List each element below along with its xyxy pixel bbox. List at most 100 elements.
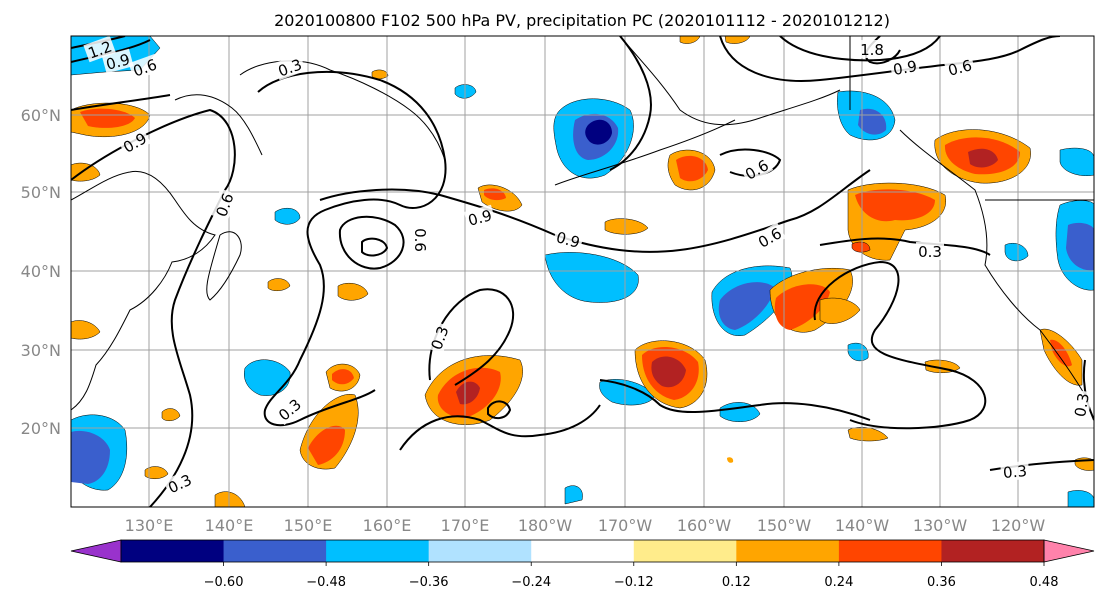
contour-label: 0.3 bbox=[916, 242, 944, 261]
coastline-na-west bbox=[899, 129, 1086, 396]
colorbar-tick-label: 0.24 bbox=[824, 575, 853, 590]
contour-label-text: 0.3 bbox=[1002, 462, 1027, 482]
contour-label: 1.8 bbox=[858, 40, 886, 59]
lon-label: 140°W bbox=[835, 516, 890, 535]
precip-blob-positive bbox=[847, 427, 889, 442]
contour-label-bg bbox=[552, 226, 585, 252]
lon-label: 130°W bbox=[913, 516, 968, 535]
precip-blob-negative bbox=[1059, 147, 1094, 176]
lon-label: 160°E bbox=[363, 516, 412, 535]
contour-label-bg bbox=[425, 321, 453, 354]
contour-label: 0.9 bbox=[552, 226, 585, 252]
colorbar-tick-label: −0.60 bbox=[204, 575, 244, 590]
colorbar-segment bbox=[121, 540, 225, 562]
precip-blob-negative bbox=[544, 252, 639, 303]
contour-label-bg bbox=[273, 53, 306, 81]
colorbar-segment bbox=[531, 540, 635, 562]
colorbar-segment bbox=[736, 540, 840, 562]
lon-label: 160°W bbox=[677, 516, 732, 535]
pv-contour-line bbox=[1082, 359, 1094, 421]
pv-contour-line bbox=[719, 36, 1061, 82]
precip-blob-negative bbox=[274, 207, 301, 225]
contour-label-text: 1.8 bbox=[860, 41, 884, 59]
pv-contour-line bbox=[779, 36, 941, 62]
precip-blob-positive bbox=[855, 189, 935, 222]
contour-label: 0.6 bbox=[943, 54, 976, 80]
precip-blob-positive bbox=[968, 148, 998, 168]
lat-label: 50°N bbox=[21, 183, 61, 202]
colorbar-extend-high bbox=[1043, 539, 1095, 563]
precip-blob-negative bbox=[585, 119, 612, 145]
precip-blob-negative bbox=[718, 282, 775, 330]
lon-label: 180°W bbox=[518, 516, 573, 535]
contour-label-bg bbox=[1069, 389, 1093, 421]
contour-label-bg bbox=[412, 226, 430, 254]
lon-label: 140°E bbox=[205, 516, 254, 535]
lon-label: 120°W bbox=[991, 516, 1046, 535]
colorbar-segment bbox=[633, 540, 737, 562]
precip-blob-positive bbox=[71, 162, 101, 182]
coastline-japan bbox=[206, 231, 242, 301]
precip-blob-positive bbox=[484, 188, 506, 201]
colorbar-segment bbox=[428, 540, 532, 562]
precip-blob-positive bbox=[308, 425, 345, 465]
colorbar-segment bbox=[326, 540, 430, 562]
precip-blob-positive bbox=[267, 278, 291, 291]
contour-label-bg bbox=[163, 469, 197, 498]
lat-label: 20°N bbox=[21, 419, 61, 438]
pv-contour-line bbox=[819, 237, 991, 256]
contour-label-bg bbox=[943, 54, 976, 80]
pv-contour-line bbox=[989, 459, 1094, 471]
colorbar-tick-label: −0.48 bbox=[306, 575, 346, 590]
colorbar-segment bbox=[838, 540, 942, 562]
contour-label: 0.6 bbox=[411, 226, 430, 254]
lat-label: 40°N bbox=[21, 262, 61, 281]
contour-label-bg bbox=[210, 188, 238, 221]
precip-blob-negative bbox=[1004, 242, 1029, 262]
colorbar-frame bbox=[120, 539, 1045, 563]
precip-blob-positive bbox=[456, 381, 480, 405]
colorbar-segment bbox=[941, 540, 1045, 562]
precip-blob-negative bbox=[1066, 222, 1094, 271]
figure-title: 2020100800 F102 500 hPa PV, precipitatio… bbox=[274, 11, 890, 30]
pv-contour-line bbox=[71, 94, 171, 111]
contour-label-text: 0.6 bbox=[411, 228, 429, 252]
contour-label-text: 0.9 bbox=[466, 206, 494, 230]
map-gridlines bbox=[71, 36, 1094, 507]
precip-blob-positive bbox=[80, 108, 135, 128]
contour-label-bg bbox=[272, 393, 306, 426]
precip-blob-positive bbox=[851, 241, 871, 253]
contour-label-bg bbox=[752, 222, 787, 252]
map-frame bbox=[70, 35, 1095, 508]
longitude-labels: 130°E 140°E 150°E 160°E 170°E 180°W 170°W 160°W… bbox=[125, 516, 1046, 535]
contour-label: 0.3 bbox=[1000, 460, 1030, 482]
lon-label: 130°E bbox=[125, 516, 174, 535]
coastlines bbox=[71, 36, 1094, 411]
precip-blob-negative bbox=[244, 359, 291, 396]
colorbar-tick-label: 0.12 bbox=[722, 575, 751, 590]
precip-blob-negative bbox=[847, 342, 869, 362]
lon-label: 150°W bbox=[757, 516, 812, 535]
contour-label-text: 0.3 bbox=[918, 243, 942, 261]
precip-blob-negative bbox=[564, 485, 583, 505]
contour-label-bg bbox=[101, 48, 134, 74]
contour-label-bg bbox=[889, 55, 921, 79]
contour-label: 0.9 bbox=[101, 48, 134, 74]
contour-label-bg bbox=[739, 154, 774, 184]
colorbar-tick-label: −0.12 bbox=[614, 575, 654, 590]
contour-label-bg bbox=[463, 204, 496, 230]
map-panel: 1.20.90.6 0.30.90.6 0.90.9 0.60.30.30.60.30… bbox=[21, 35, 1095, 535]
precip-blob-positive bbox=[676, 155, 708, 182]
colorbar-tick-label: −0.36 bbox=[409, 575, 449, 590]
precip-blob-positive bbox=[337, 283, 369, 301]
lon-label: 170°W bbox=[598, 516, 653, 535]
colorbar-tick-label: 0.36 bbox=[927, 575, 956, 590]
precip-blob-positive bbox=[819, 297, 861, 324]
coastline-kamchatka bbox=[174, 94, 263, 156]
pv-contour-line bbox=[599, 379, 871, 421]
contour-label: 0.9 bbox=[463, 204, 496, 230]
precip-blob-negative bbox=[71, 430, 110, 484]
precip-blob-negative bbox=[599, 379, 656, 406]
coastline-aleutians bbox=[554, 119, 736, 186]
